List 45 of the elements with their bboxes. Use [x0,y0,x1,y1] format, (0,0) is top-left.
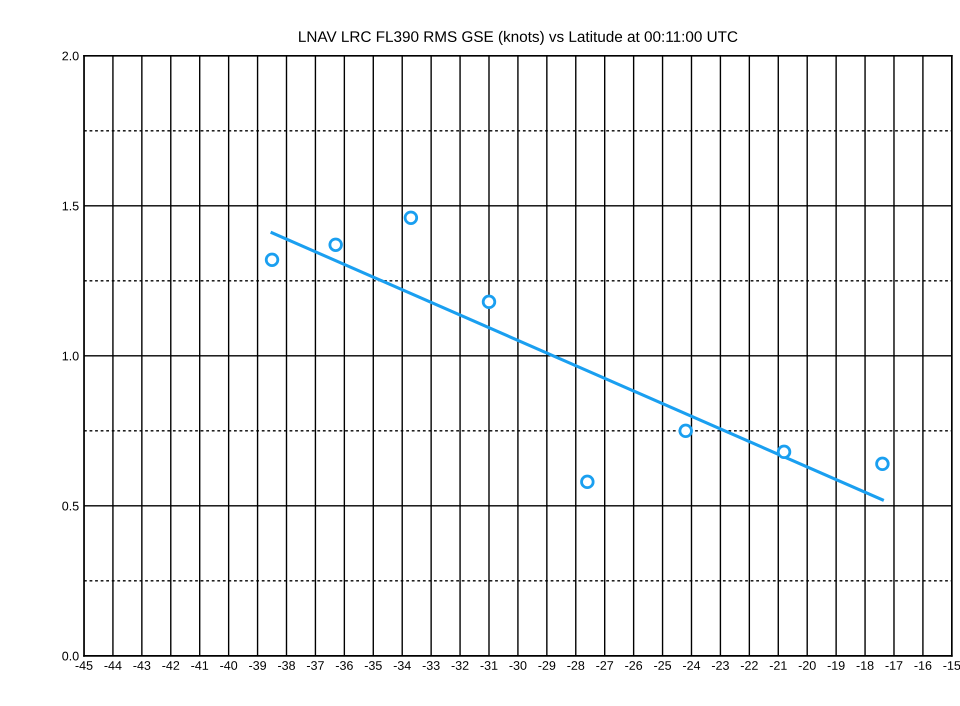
x-tick-label: -18 [856,661,874,670]
x-tick-label: -16 [914,661,932,670]
x-tick-label: -40 [220,661,238,670]
x-tick-label: -15 [943,661,960,670]
y-tick-label: 2.0 [62,52,79,60]
point [328,238,343,252]
point [404,210,418,225]
y-tick-label: 1.0 [62,352,79,360]
x-tick-label: -41 [191,661,208,670]
x-tick-label: -26 [625,661,642,670]
x-tick-label: -39 [249,661,266,670]
x-tick-label: -45 [76,661,93,670]
x-tick-label: -19 [828,661,845,670]
point [580,474,595,490]
x-tick-label: -29 [538,661,556,670]
x-tick-label: -43 [133,661,150,670]
x-tick-label: -35 [364,661,382,670]
point [264,252,280,268]
x-tick-label: -31 [480,661,498,670]
x-tick-label: -22 [740,661,758,670]
x-tick-label: -30 [509,661,526,670]
x-tick-label: -32 [452,661,468,670]
x-tick-label: -36 [336,661,353,670]
point [776,444,792,460]
x-tick-label: -38 [278,661,295,670]
x-tick-label: -23 [712,661,729,670]
x-tick-label: -28 [567,661,584,670]
x-tick-label: -44 [104,661,122,670]
point [875,456,890,472]
chart-title: LNAV LRC FL390 RMS GSE (knots) vs Latitude at 00:11:00 UTC [299,30,738,46]
x-tick-label: -25 [654,661,672,670]
x-tick-label: -21 [770,661,787,670]
x-tick-label: -42 [162,661,180,670]
y-tick-label: 0.0 [62,652,79,661]
x-tick-label: -17 [886,661,902,670]
x-tick-label: -34 [394,661,411,670]
point [678,424,693,438]
x-tick-label: -33 [422,661,440,670]
y-tick-label: 0.5 [62,502,79,510]
x-tick-label: -37 [306,661,324,670]
x-tick-label: -24 [683,661,700,670]
x-tick-label: -27 [596,661,614,670]
point [482,294,496,310]
y-tick-label: 1.5 [62,202,79,210]
x-tick-label: -20 [798,661,816,670]
